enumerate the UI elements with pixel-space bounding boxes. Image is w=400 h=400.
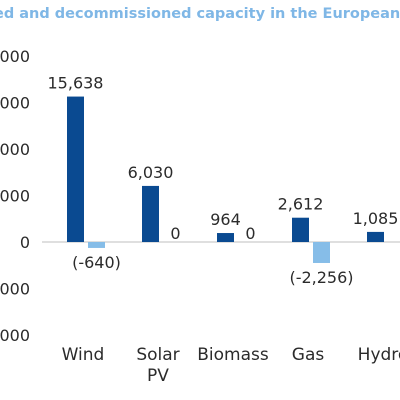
data-label: 15,638 [48,74,104,93]
data-label: (-2,256) [289,268,353,287]
bar-added [292,217,309,242]
data-label: 964 [210,210,241,229]
bar-added [367,231,384,242]
data-label: 0 [170,224,180,243]
y-tick-label: 000 [0,187,30,206]
bar-added [142,185,159,242]
y-tick-label: 000 [0,326,30,345]
y-tick-label: 0 [20,233,30,252]
category-label: Solar [136,345,179,365]
bar-decommissioned [313,242,330,263]
y-tick-label: 000 [0,94,30,113]
data-label: 0 [245,224,255,243]
data-label: 6,030 [128,163,174,182]
bar-added [67,96,84,243]
category-label: Wind [62,345,105,365]
data-label: 2,612 [278,195,324,214]
data-label: 1,085 [353,209,399,228]
category-label: PV [147,366,169,386]
data-label: (-640) [72,253,121,272]
category-label: Hydro [358,345,400,365]
bar-decommissioned [88,242,105,248]
y-tick-label: 000 [0,280,30,299]
chart-title: ed and decommissioned capacity in the Eu… [0,6,400,22]
category-label: Biomass [197,345,269,365]
y-tick-label: 000 [0,47,30,66]
y-tick-label: 000 [0,140,30,159]
bar-added [217,233,234,242]
category-label: Gas [292,345,325,365]
